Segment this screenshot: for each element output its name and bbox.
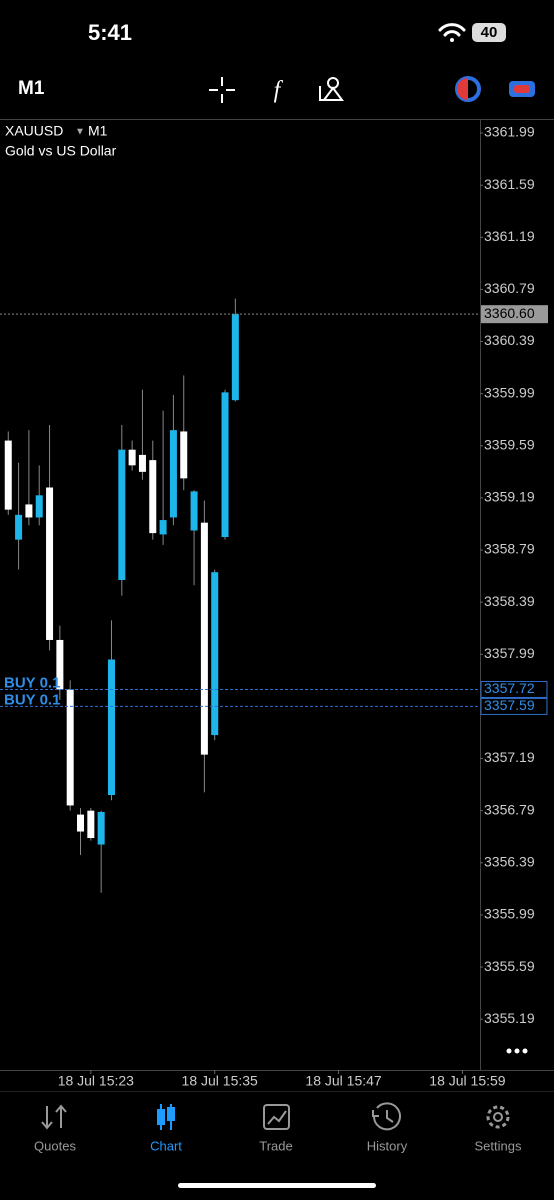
candle-body <box>25 504 33 518</box>
chart-timeframe: M1 <box>88 123 108 139</box>
indicators-button[interactable]: f <box>274 78 284 104</box>
x-tick-label: 18 Jul 15:35 <box>182 1073 258 1089</box>
candle-body <box>149 460 157 534</box>
candle-body <box>231 314 239 401</box>
candle-body <box>169 430 177 518</box>
order-label: BUY 0.1 <box>4 674 60 691</box>
current-price-box <box>481 305 548 324</box>
trade-icon <box>263 1104 290 1130</box>
y-tick-label: 3358.39 <box>484 593 535 609</box>
candle-body <box>87 810 95 839</box>
y-tick-label: 3360.79 <box>484 280 535 296</box>
home-indicator <box>178 1183 376 1188</box>
candle-body <box>221 392 229 538</box>
candle-body <box>118 449 126 581</box>
candle-body <box>200 522 208 755</box>
symbol-menu-arrow[interactable]: ▼ <box>75 127 85 138</box>
crosshair-button[interactable] <box>209 77 235 103</box>
tab-label[interactable]: Trade <box>259 1138 292 1153</box>
y-tick-label: 3355.99 <box>484 906 535 922</box>
symbol: XAUUSD <box>5 123 63 139</box>
order-price: 3357.59 <box>484 697 535 713</box>
y-tick-label: 3356.79 <box>484 801 535 817</box>
wifi-icon <box>438 23 466 42</box>
x-tick-label: 18 Jul 15:47 <box>305 1073 381 1089</box>
symbol-description: Gold vs US Dollar <box>5 143 117 159</box>
chart-icon <box>157 1104 175 1130</box>
y-tick-label: 3357.19 <box>484 749 535 765</box>
order-label: BUY 0.1 <box>4 691 60 708</box>
order-price-box <box>480 697 548 715</box>
candle-body <box>66 689 74 806</box>
candle-body <box>128 449 136 466</box>
x-tick-label: 18 Jul 15:23 <box>58 1073 134 1089</box>
clock: 5:41 <box>88 20 132 45</box>
x-tick-label: 18 Jul 15:59 <box>429 1073 505 1089</box>
y-tick-label: 3360.39 <box>484 332 535 348</box>
candle-body <box>159 520 167 535</box>
candle-body <box>107 659 115 796</box>
candle-body <box>4 440 12 510</box>
candle-body <box>77 814 85 832</box>
tab-label[interactable]: Chart <box>150 1138 182 1153</box>
battery <box>472 23 506 42</box>
y-tick-label: 3357.99 <box>484 645 535 661</box>
order-price: 3357.72 <box>484 680 535 696</box>
current-price: 3360.60 <box>484 305 535 321</box>
candle-body <box>190 491 198 531</box>
y-tick-label: 3359.99 <box>484 384 535 400</box>
candle-body <box>46 487 54 640</box>
trade-button[interactable] <box>455 76 481 102</box>
battery-level: 40 <box>481 24 498 41</box>
history-icon <box>372 1102 401 1131</box>
y-tick-label: 3356.39 <box>484 854 535 870</box>
objects-button[interactable] <box>319 77 344 101</box>
tab-label[interactable]: History <box>367 1138 408 1153</box>
settings-icon <box>486 1105 510 1129</box>
quotes-icon <box>41 1104 67 1130</box>
candle-body <box>138 454 146 472</box>
y-tick-label: 3359.59 <box>484 436 535 452</box>
more-button[interactable] <box>506 1048 528 1054</box>
y-tick-label: 3361.59 <box>484 176 535 192</box>
y-tick-label: 3361.99 <box>484 124 535 140</box>
candle-body <box>35 495 43 518</box>
candle-body <box>180 431 188 479</box>
candle-body <box>211 572 219 736</box>
order-price-box <box>480 680 548 698</box>
accounts-button[interactable] <box>509 81 535 97</box>
tab-label[interactable]: Quotes <box>34 1138 76 1153</box>
tab-label[interactable]: Settings <box>475 1138 522 1153</box>
y-tick-label: 3359.19 <box>484 489 535 505</box>
timeframe-button[interactable]: M1 <box>18 78 45 99</box>
candle-body <box>56 639 64 690</box>
y-tick-label: 3358.79 <box>484 541 535 557</box>
y-tick-label: 3361.19 <box>484 228 535 244</box>
y-tick-label: 3355.19 <box>484 1010 535 1026</box>
y-tick-label: 3355.59 <box>484 958 535 974</box>
candle-body <box>97 811 105 845</box>
candle-body <box>15 514 23 540</box>
